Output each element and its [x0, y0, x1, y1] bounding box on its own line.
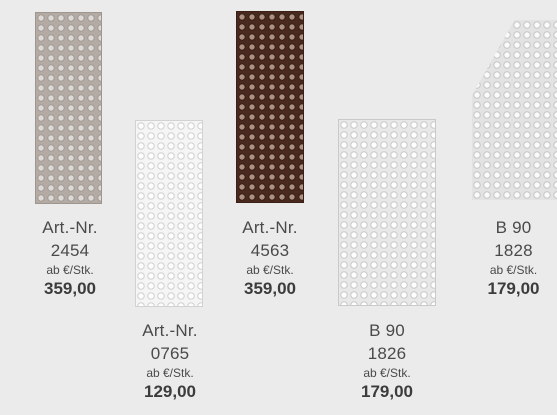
product-label: B 90 1828 ab €/Stk. 179,00: [470, 219, 557, 297]
radiator-panel-image[interactable]: [236, 11, 304, 203]
price: 359,00: [44, 279, 96, 298]
article-prefix: Art.-Nr.: [42, 218, 98, 237]
article-number: 1826: [367, 344, 407, 363]
article-prefix: B 90: [369, 321, 405, 340]
price-unit: ab €/Stk.: [489, 263, 538, 277]
price-unit: ab €/Stk.: [146, 366, 194, 380]
article-prefix: Art.-Nr.: [142, 321, 198, 340]
radiator-panel-image[interactable]: [35, 12, 102, 204]
price-unit: ab €/Stk.: [46, 263, 94, 277]
price-unit: ab €/Stk.: [246, 263, 294, 277]
article-number: 2454: [50, 241, 90, 260]
product-label: Art.-Nr. 4563 ab €/Stk. 359,00: [220, 219, 320, 297]
article-number: 1828: [494, 241, 533, 260]
price: 359,00: [244, 279, 296, 298]
price: 129,00: [144, 382, 196, 401]
radiator-panel-image[interactable]: [338, 119, 436, 306]
price: 179,00: [487, 279, 540, 298]
radiator-panel-image[interactable]: [472, 20, 557, 200]
price: 179,00: [361, 382, 413, 401]
article-prefix: Art.-Nr.: [242, 218, 298, 237]
article-number: 0765: [150, 344, 190, 363]
product-label: Art.-Nr. 0765 ab €/Stk. 129,00: [120, 322, 220, 400]
product-label: Art.-Nr. 2454 ab €/Stk. 359,00: [20, 219, 120, 297]
article-number: 4563: [250, 241, 290, 260]
radiator-panel-image[interactable]: [135, 120, 203, 307]
product-label: B 90 1826 ab €/Stk. 179,00: [337, 322, 437, 400]
price-unit: ab €/Stk.: [363, 366, 411, 380]
article-prefix: B 90: [495, 218, 532, 237]
